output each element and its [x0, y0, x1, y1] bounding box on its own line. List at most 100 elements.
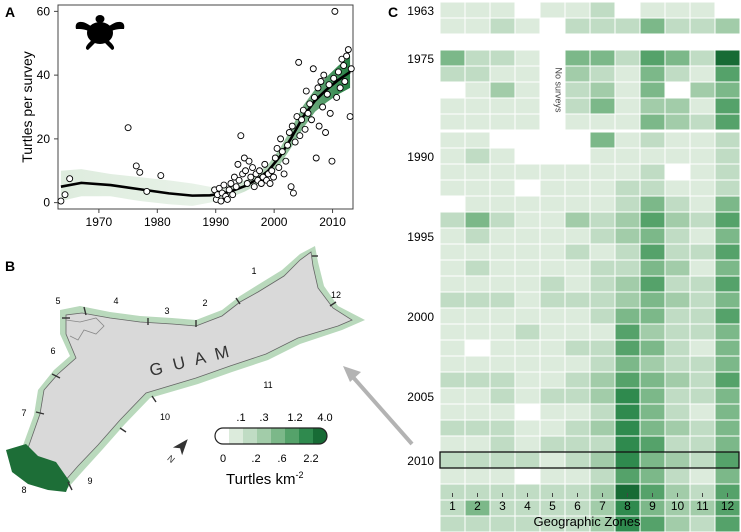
heatmap-cell — [714, 1, 741, 19]
heatmap-cell — [564, 131, 591, 149]
legend-color-swatch — [243, 428, 258, 444]
heatmap-cell — [664, 227, 691, 245]
heatmap-cell — [639, 483, 666, 501]
heatmap-cell — [589, 227, 616, 245]
heatmap-cell — [539, 355, 566, 373]
heatmap-cell — [464, 195, 491, 213]
density-legend: .1 .3 1.2 4.0 0 .2 .6 2.2 Turtles km-2 — [214, 412, 333, 488]
survey-point — [227, 180, 235, 187]
heatmap-cell — [689, 81, 716, 99]
heatmap-cell — [439, 515, 466, 532]
heatmap-cell — [539, 419, 566, 437]
heatmap-cell — [514, 419, 541, 437]
zone-tick-label: 8 — [624, 499, 631, 513]
survey-point — [230, 173, 238, 181]
y-tick-label: 60 — [37, 4, 51, 18]
heatmap-cell — [514, 467, 541, 485]
survey-point — [273, 144, 281, 152]
heatmap-cell — [539, 371, 566, 389]
heatmap-cell — [514, 259, 541, 277]
survey-point — [288, 122, 296, 130]
heatmap-cell — [689, 1, 716, 19]
heatmap-cell — [614, 403, 641, 421]
heatmap-cell — [539, 195, 566, 213]
heatmap-cell — [589, 243, 616, 261]
heatmap-cell — [564, 291, 591, 309]
legend-color-swatch — [313, 428, 327, 444]
heatmap-cell — [639, 307, 666, 325]
heatmap-cell — [439, 211, 466, 229]
heatmap-cell — [689, 387, 716, 405]
survey-point — [309, 65, 317, 73]
heatmap-cell — [664, 211, 691, 229]
heatmap-cell — [489, 467, 516, 485]
heatmap-cell — [564, 49, 591, 67]
survey-point — [132, 162, 140, 170]
heatmap-cell — [514, 275, 541, 293]
heatmap-cell — [714, 49, 741, 67]
heatmap-cell — [714, 211, 741, 229]
heatmap-cell — [714, 355, 741, 373]
survey-point — [270, 173, 278, 181]
heatmap-cell — [614, 195, 641, 213]
heatmap-cell — [639, 403, 666, 421]
heatmap-cell — [564, 147, 591, 165]
heatmap-cell — [514, 323, 541, 341]
heatmap-cell — [489, 355, 516, 373]
heatmap-cell — [489, 97, 516, 115]
heatmap-cell — [564, 403, 591, 421]
heatmap-cell — [439, 49, 466, 67]
heatmap-cell — [439, 179, 466, 197]
panel-a: A 1970 1980 1990 2000 2010 0 20 40 60 Turtles pe… — [5, 4, 355, 229]
heatmap-cell — [614, 243, 641, 261]
survey-point — [338, 55, 346, 63]
survey-point — [285, 129, 293, 136]
heatmap-cell — [514, 179, 541, 197]
survey-point — [234, 160, 242, 168]
heatmap-cell — [664, 355, 691, 373]
heatmap-cell — [564, 195, 591, 213]
heatmap-cell — [689, 113, 716, 131]
zone-label-6: 6 — [50, 346, 55, 356]
heatmap-cell — [514, 403, 541, 421]
heatmap-cell — [464, 371, 491, 389]
heatmap-cell — [589, 195, 616, 213]
heatmap-cell — [489, 403, 516, 421]
survey-point — [326, 109, 334, 117]
heatmap-cell — [614, 211, 641, 229]
legend-lower-3: 2.2 — [303, 453, 318, 465]
zone-label-7: 7 — [21, 408, 26, 418]
heatmap-cell — [714, 419, 741, 437]
survey-point — [220, 181, 228, 189]
heatmap-cell — [639, 259, 666, 277]
heatmap-cell — [689, 307, 716, 325]
panel-b: B 1 2 3 4 5 6 7 8 — [5, 246, 414, 495]
heatmap-cell — [714, 515, 741, 532]
heatmap-cell — [664, 275, 691, 293]
survey-point — [334, 68, 342, 76]
survey-point — [256, 167, 263, 175]
heatmap-cell — [464, 339, 491, 357]
heatmap-cell — [489, 163, 516, 181]
heatmap-cell — [439, 195, 466, 213]
zone-label-12: 12 — [331, 290, 341, 300]
heatmap-cell — [564, 467, 591, 485]
heatmap-cell — [539, 1, 566, 19]
no-survey-box — [539, 49, 566, 131]
survey-point — [261, 160, 269, 168]
heatmap-cell — [639, 147, 666, 165]
zone-tick-label: 6 — [574, 499, 581, 513]
survey-point — [302, 87, 310, 95]
zone-label-8: 8 — [21, 485, 26, 495]
heatmap-cell — [489, 49, 516, 67]
panel-c: C No surveys 196319751990199520002005201… — [388, 1, 741, 532]
survey-point — [66, 175, 74, 183]
heatmap-cell — [489, 227, 516, 245]
heatmap-cell — [564, 1, 591, 19]
heatmap-cell — [614, 371, 641, 389]
heatmap-cell — [639, 65, 666, 83]
heatmap-cell — [489, 419, 516, 437]
heatmap-cell — [514, 243, 541, 261]
heatmap-cell — [589, 163, 616, 181]
heatmap-cell — [464, 243, 491, 261]
